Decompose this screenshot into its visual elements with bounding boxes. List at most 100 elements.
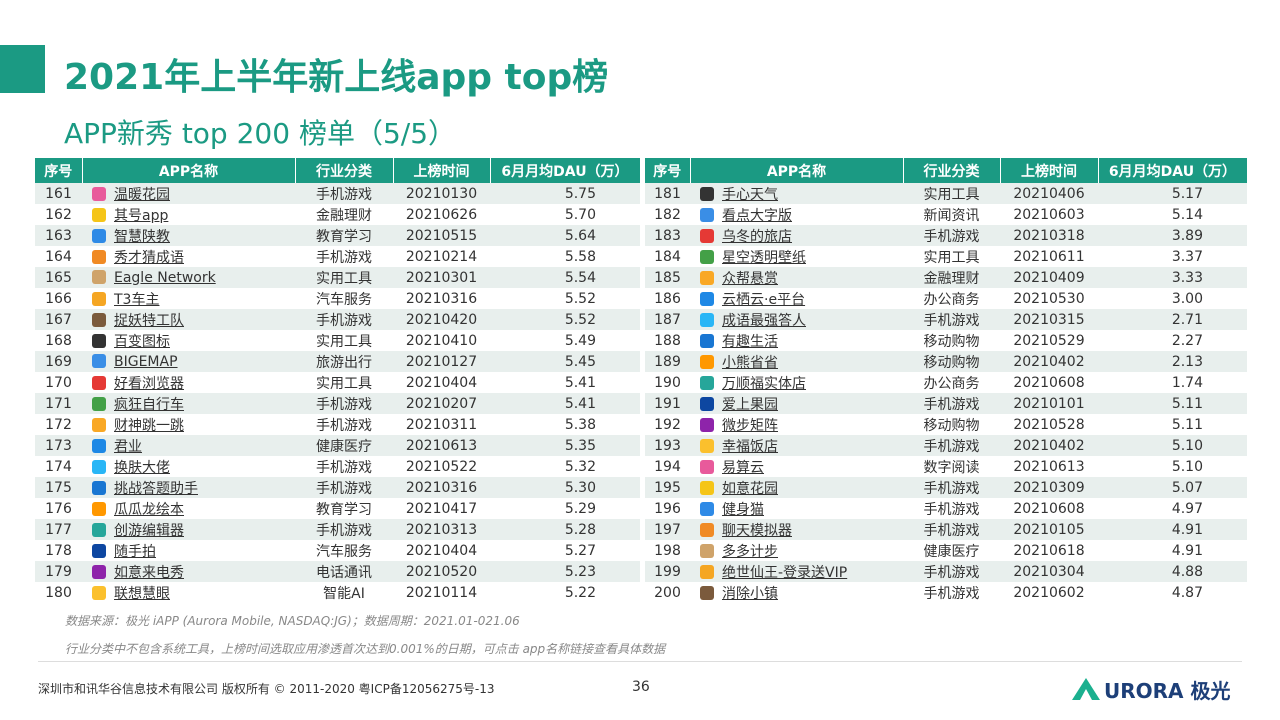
table-cell: T3车主 [82,288,295,309]
app-link[interactable]: BIGEMAP [114,353,178,370]
table-cell: 5.29 [564,500,596,517]
table-cell: 20210301 [393,267,490,288]
app-link[interactable]: Eagle Network [114,269,216,286]
table-row: 188 有趣生活 移动购物 20210529 2.27 [645,330,1247,351]
table-cell: 看点大字版 [690,204,903,225]
column-header: 行业分类 [295,158,394,183]
app-link[interactable]: 秀才猜成语 [114,249,184,266]
app-link[interactable]: 多多计步 [722,543,778,560]
table-cell: 聊天模拟器 [690,519,903,540]
table-cell: 20210130 [393,183,490,204]
table-cell: 5.10 [1171,458,1203,475]
table-cell: 百变图标 [82,330,295,351]
table-cell: 182 [654,206,681,223]
table-cell: 200 [654,584,681,601]
table-row: 198 多多计步 健康医疗 20210618 4.91 [645,540,1247,561]
app-link[interactable]: 看点大字版 [722,207,792,224]
table-cell: 手机游戏 [903,519,1000,540]
table-cell: 170 [45,374,72,391]
app-link[interactable]: 疯狂自行车 [114,396,184,413]
app-link[interactable]: 换肤大佬 [114,459,170,476]
table-cell: 165 [35,267,82,288]
table-cell: 教育学习 [316,501,372,518]
app-link[interactable]: 爱上果园 [722,396,778,413]
table-cell: 5.49 [564,332,596,349]
app-link[interactable]: 财神跳一跳 [114,417,184,434]
app-link[interactable]: 微步矩阵 [722,417,778,434]
app-link[interactable]: 如意来电秀 [114,564,184,581]
note: 数据来源：极光 iAPP (Aurora Mobile, NASDAQ:JG)；… [65,614,520,628]
app-link[interactable]: 健身猫 [722,501,764,518]
table-row: 190 万顺福实体店 办公商务 20210608 1.74 [645,372,1247,393]
table-cell: 移动购物 [903,351,1000,372]
app-link[interactable]: 瓜瓜龙绘本 [114,501,184,518]
table-row: 199 绝世仙王-登录送VIP 手机游戏 20210304 4.88 [645,561,1247,582]
app-icon [92,564,106,579]
table-cell: 20210529 [1013,332,1085,349]
app-link[interactable]: 好看浏览器 [114,375,184,392]
table-cell: 20210618 [1013,542,1085,559]
app-icon [92,417,106,432]
app-link[interactable]: 幸福饭店 [722,438,778,455]
app-link[interactable]: 创游编辑器 [114,522,184,539]
table-row: 168 百变图标 实用工具 20210410 5.49 [35,330,640,351]
app-icon [92,375,106,390]
table-cell: 手机游戏 [316,249,372,266]
table-cell: 5.38 [564,416,596,433]
app-link[interactable]: 其号app [114,207,169,224]
app-icon [92,249,106,264]
app-link[interactable]: 随手拍 [114,543,156,560]
table-cell: 5.45 [490,351,640,372]
app-icon [92,269,106,284]
app-icon [92,353,106,368]
table-cell: 184 [654,248,681,265]
app-link[interactable]: 温暖花园 [114,186,170,203]
table-cell: 手机游戏 [903,225,1000,246]
app-link[interactable]: 成语最强答人 [722,312,806,329]
table-row: 196 健身猫 手机游戏 20210608 4.97 [645,498,1247,519]
app-link[interactable]: 易算云 [722,459,764,476]
app-link[interactable]: 君业 [114,438,142,455]
app-link[interactable]: 消除小镇 [722,585,778,602]
table-cell: 乌冬的旅店 [690,225,903,246]
copyright: 深圳市和讯华谷信息技术有限公司 版权所有 © 2011-2020 粤ICP备12… [38,682,495,696]
app-link[interactable]: 捉妖特工队 [114,312,184,329]
table-row: 176 瓜瓜龙绘本 教育学习 20210417 5.29 [35,498,640,519]
table-cell: 20210309 [1000,477,1098,498]
app-icon [700,375,714,390]
app-link[interactable]: 星空透明壁纸 [722,249,806,266]
app-link[interactable]: 挑战答题助手 [114,480,198,497]
app-link[interactable]: 有趣生活 [722,333,778,350]
table-cell: 联想慧眼 [82,582,295,603]
table-cell: 20210313 [393,519,490,540]
app-link[interactable]: 云栖云·e平台 [722,291,806,308]
app-link[interactable]: 智慧陕教 [114,228,170,245]
app-link[interactable]: 联想慧眼 [114,585,170,602]
app-link[interactable]: T3车主 [114,291,160,308]
table-cell: 187 [645,309,690,330]
app-link[interactable]: 小熊省省 [722,354,778,371]
table-cell: 188 [654,332,681,349]
table-cell: 20210530 [1013,290,1085,307]
table-row: 189 小熊省省 移动购物 20210402 2.13 [645,351,1247,372]
app-link[interactable]: 百变图标 [114,333,170,350]
app-link[interactable]: 如意花园 [722,480,778,497]
app-link[interactable]: 聊天模拟器 [722,522,792,539]
table-cell: 20210318 [1000,225,1098,246]
table-row: 185 众帮悬赏 金融理财 20210409 3.33 [645,267,1247,288]
app-link[interactable]: 万顺福实体店 [722,375,806,392]
table-cell: 4.97 [1171,500,1203,517]
table-cell: 温暖花园 [82,183,295,204]
app-link[interactable]: 手心天气 [722,186,778,203]
app-link[interactable]: 乌冬的旅店 [722,228,792,245]
table-cell: 挑战答题助手 [82,477,295,498]
table-cell: 20210315 [1000,309,1098,330]
table-cell: 移动购物 [923,333,980,350]
table-cell: 办公商务 [923,291,980,308]
table-cell: 20210105 [1000,519,1098,540]
app-link[interactable]: 众帮悬赏 [722,270,778,287]
table-row: 191 爱上果园 手机游戏 20210101 5.11 [645,393,1247,414]
table-cell: BIGEMAP [82,351,295,372]
app-link[interactable]: 绝世仙王-登录送VIP [722,564,848,581]
